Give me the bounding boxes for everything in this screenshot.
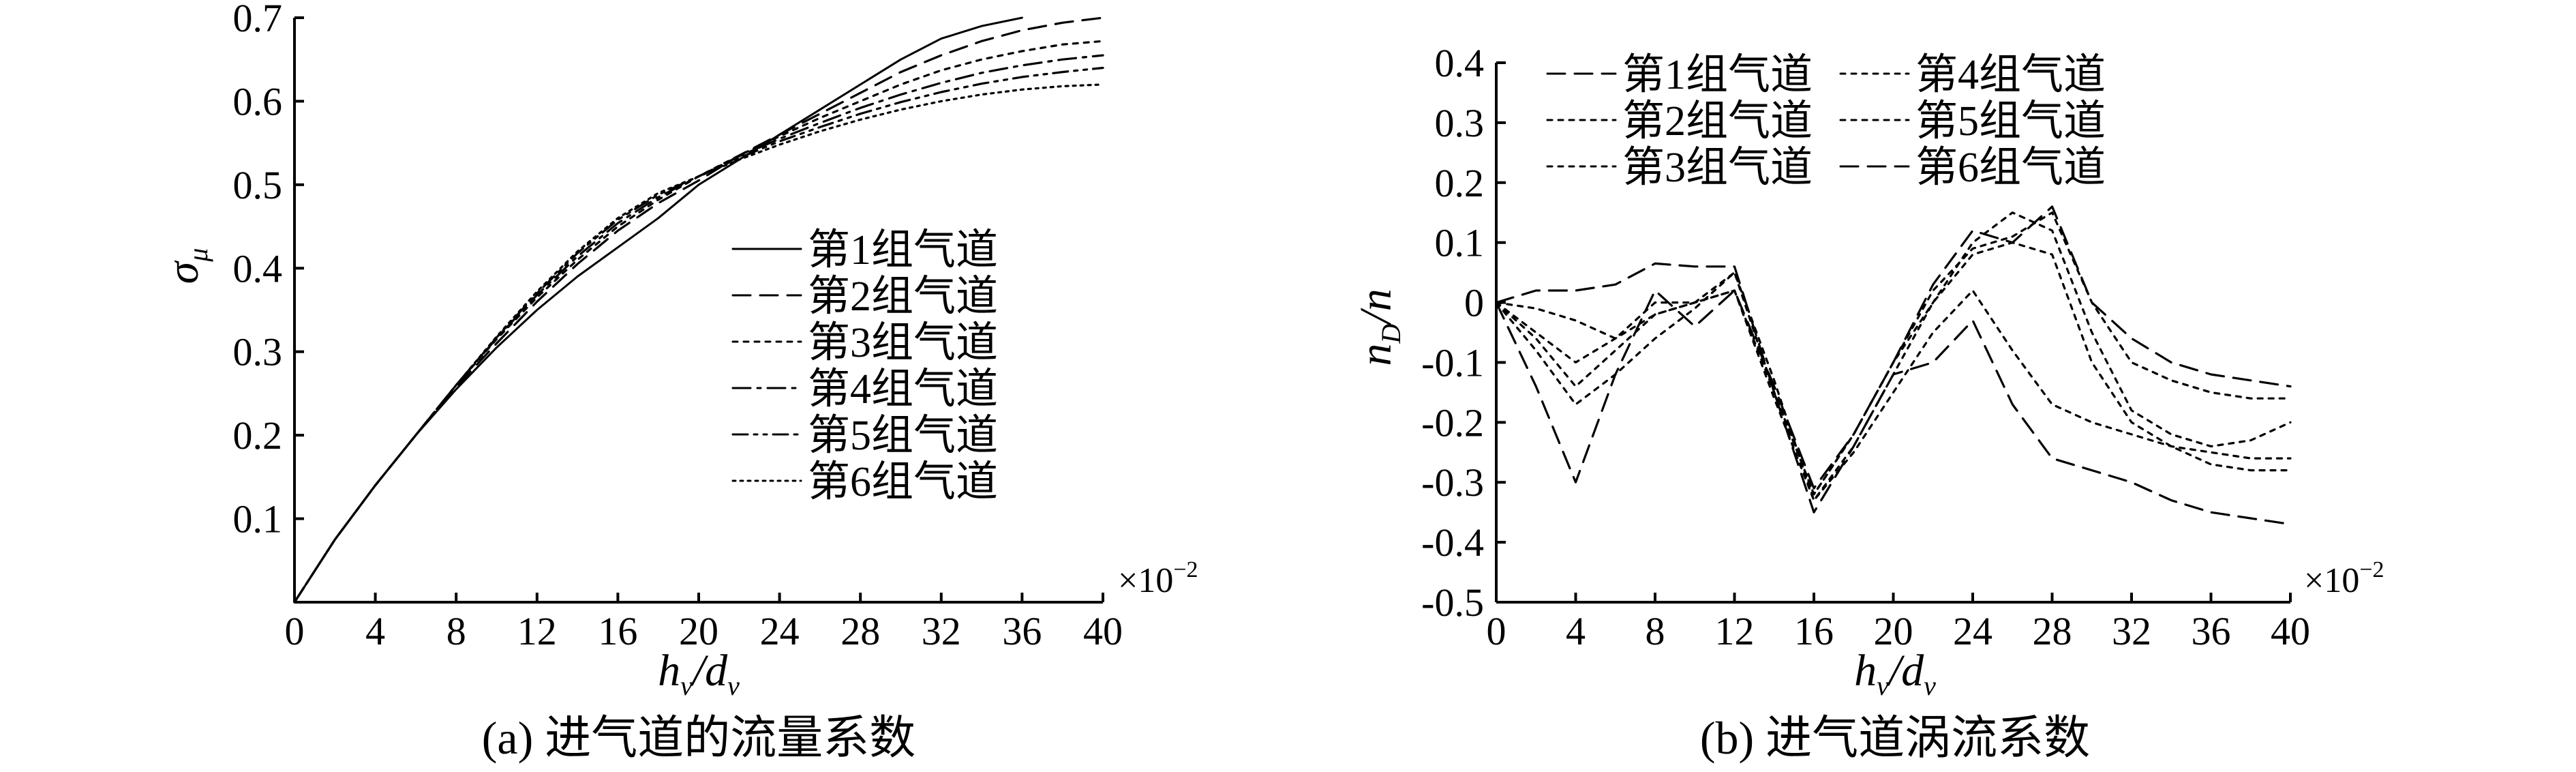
legend-label-3: 第3组气道 (808, 320, 998, 366)
series-line-5 (1495, 211, 2292, 496)
x-tick-label: 12 (1715, 609, 1755, 653)
x-tick-label: 20 (679, 609, 718, 653)
x-multiplier-label: ×10−2 (2304, 557, 2384, 600)
legend-label-4: 第4组气道 (808, 366, 998, 413)
y-tick-label: 0.1 (1435, 221, 1485, 265)
series-line-3 (1495, 211, 2292, 496)
x-tick-label: 24 (760, 609, 800, 653)
y-tick-label: 0.7 (233, 0, 283, 40)
y-tick-label: -0.2 (1421, 400, 1484, 445)
x-tick-label: 36 (1002, 609, 1042, 653)
chart-caption: (a) 进气道的流量系数 (482, 712, 915, 764)
y-tick-label: 0.4 (233, 246, 283, 291)
x-tick-label: 8 (446, 609, 466, 653)
series-line-4 (1495, 241, 2292, 502)
x-tick-label: 32 (2112, 609, 2151, 653)
y-tick-label: -0.3 (1421, 460, 1484, 505)
series-line-2 (1495, 271, 2292, 502)
legend-label-2: 第2组气道 (1622, 98, 1813, 145)
x-tick-label: 4 (365, 609, 385, 653)
series-line-6 (1495, 205, 2292, 490)
x-tick-label: 16 (1794, 609, 1834, 653)
y-tick-label: 0.6 (233, 79, 283, 123)
legend-label-5: 第5组气道 (808, 413, 998, 459)
x-tick-label: 12 (517, 609, 557, 653)
x-tick-label: 28 (840, 609, 880, 653)
legend-label-2: 第2组气道 (808, 273, 998, 320)
x-tick-label: 28 (2033, 609, 2072, 653)
series-line-6 (293, 83, 1104, 604)
x-tick-label: 0 (1487, 609, 1506, 653)
x-tick-label: 0 (285, 609, 305, 653)
y-tick-label: 0.2 (233, 413, 283, 458)
x-tick-label: 40 (1083, 609, 1123, 653)
x-tick-label: 4 (1566, 609, 1586, 653)
chart-caption: (b) 进气道涡流系数 (1700, 712, 2090, 764)
y-tick-label: 0 (1464, 281, 1484, 325)
legend-label-6: 第6组气道 (1915, 145, 2106, 191)
x-tick-label: 40 (2271, 609, 2310, 653)
series-line-1 (1495, 262, 2292, 526)
x-tick-label: 24 (1953, 609, 1992, 653)
x-tick-label: 8 (1646, 609, 1665, 653)
y-tick-label: 0.5 (233, 163, 283, 207)
chart-a-flow-coefficient: 0 4 8 12 16 20 24 28 32 36 40 0.1 0.2 0.3 0.4 0.5 0.6 0.7… (158, 0, 1198, 764)
x-multiplier-label: ×10−2 (1118, 557, 1198, 600)
y-tick-label: 0.3 (233, 330, 283, 374)
y-tick-label: -0.4 (1421, 520, 1484, 565)
x-tick-label: 16 (598, 609, 637, 653)
y-tick-label: 0.1 (233, 497, 283, 541)
y-tick-label: 0.3 (1435, 101, 1485, 145)
x-tick-label: 36 (2192, 609, 2231, 653)
x-tick-label: 32 (922, 609, 961, 653)
legend-label-4: 第4组气道 (1915, 52, 2106, 98)
y-tick-label: 0.4 (1435, 41, 1485, 85)
legend-label-6: 第6组气道 (808, 459, 998, 505)
legend-label-1: 第1组气道 (808, 227, 998, 273)
y-tick-label: -0.5 (1421, 580, 1484, 625)
y-axis-label: σμ (158, 248, 213, 284)
chart-b-swirl-coefficient: 0 4 8 12 16 20 24 28 32 36 40 -0.5 -0.4 -0.3 -0.2 -0.1 0… (1351, 41, 2384, 764)
legend-label-5: 第5组气道 (1915, 98, 2106, 145)
legend-label-1: 第1组气道 (1622, 52, 1813, 98)
x-axis-label: hv/dv (658, 646, 740, 701)
legend-label-3: 第3组气道 (1622, 145, 1813, 191)
y-axis-label: nD/n (1351, 288, 1406, 366)
y-tick-label: 0.2 (1435, 161, 1485, 205)
x-tick-label: 20 (1874, 609, 1913, 653)
x-axis-label: hv/dv (1854, 646, 1936, 701)
y-tick-label: -0.1 (1421, 340, 1484, 385)
